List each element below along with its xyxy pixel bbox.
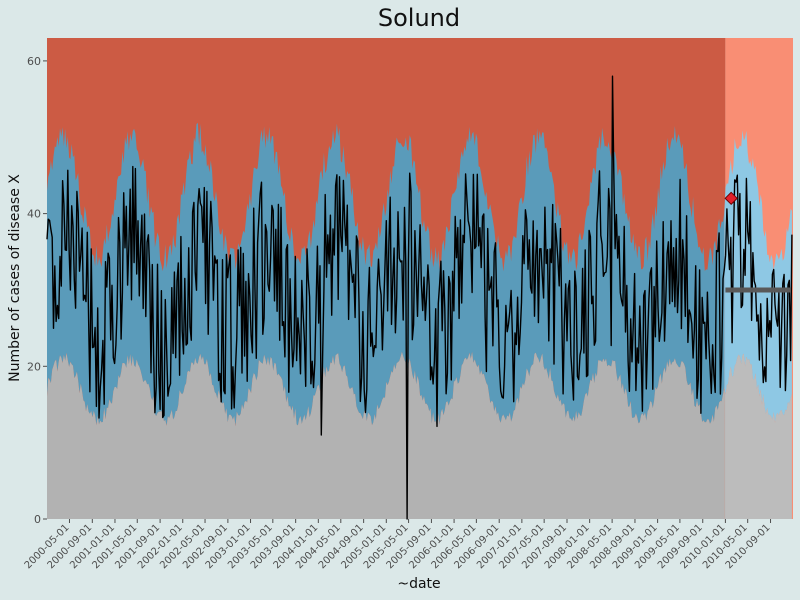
forecast-low-zone-area — [724, 353, 792, 519]
y-tick-label: 40 — [27, 208, 41, 221]
y-axis-label: Number of cases of disease X — [7, 174, 23, 382]
chart-title: Solund — [378, 4, 460, 32]
case-count-line — [46, 75, 793, 520]
y-tick-label: 20 — [27, 360, 41, 373]
outbreak-marker-point — [724, 191, 738, 206]
normal-range-band — [47, 122, 725, 427]
low-zone-area — [47, 351, 725, 519]
y-tick-label: 0 — [34, 513, 41, 526]
y-tick-label: 60 — [27, 55, 41, 68]
x-axis-label: ~date — [397, 576, 440, 592]
forecast-period-shade — [725, 38, 793, 519]
forecast-normal-band — [724, 130, 792, 423]
